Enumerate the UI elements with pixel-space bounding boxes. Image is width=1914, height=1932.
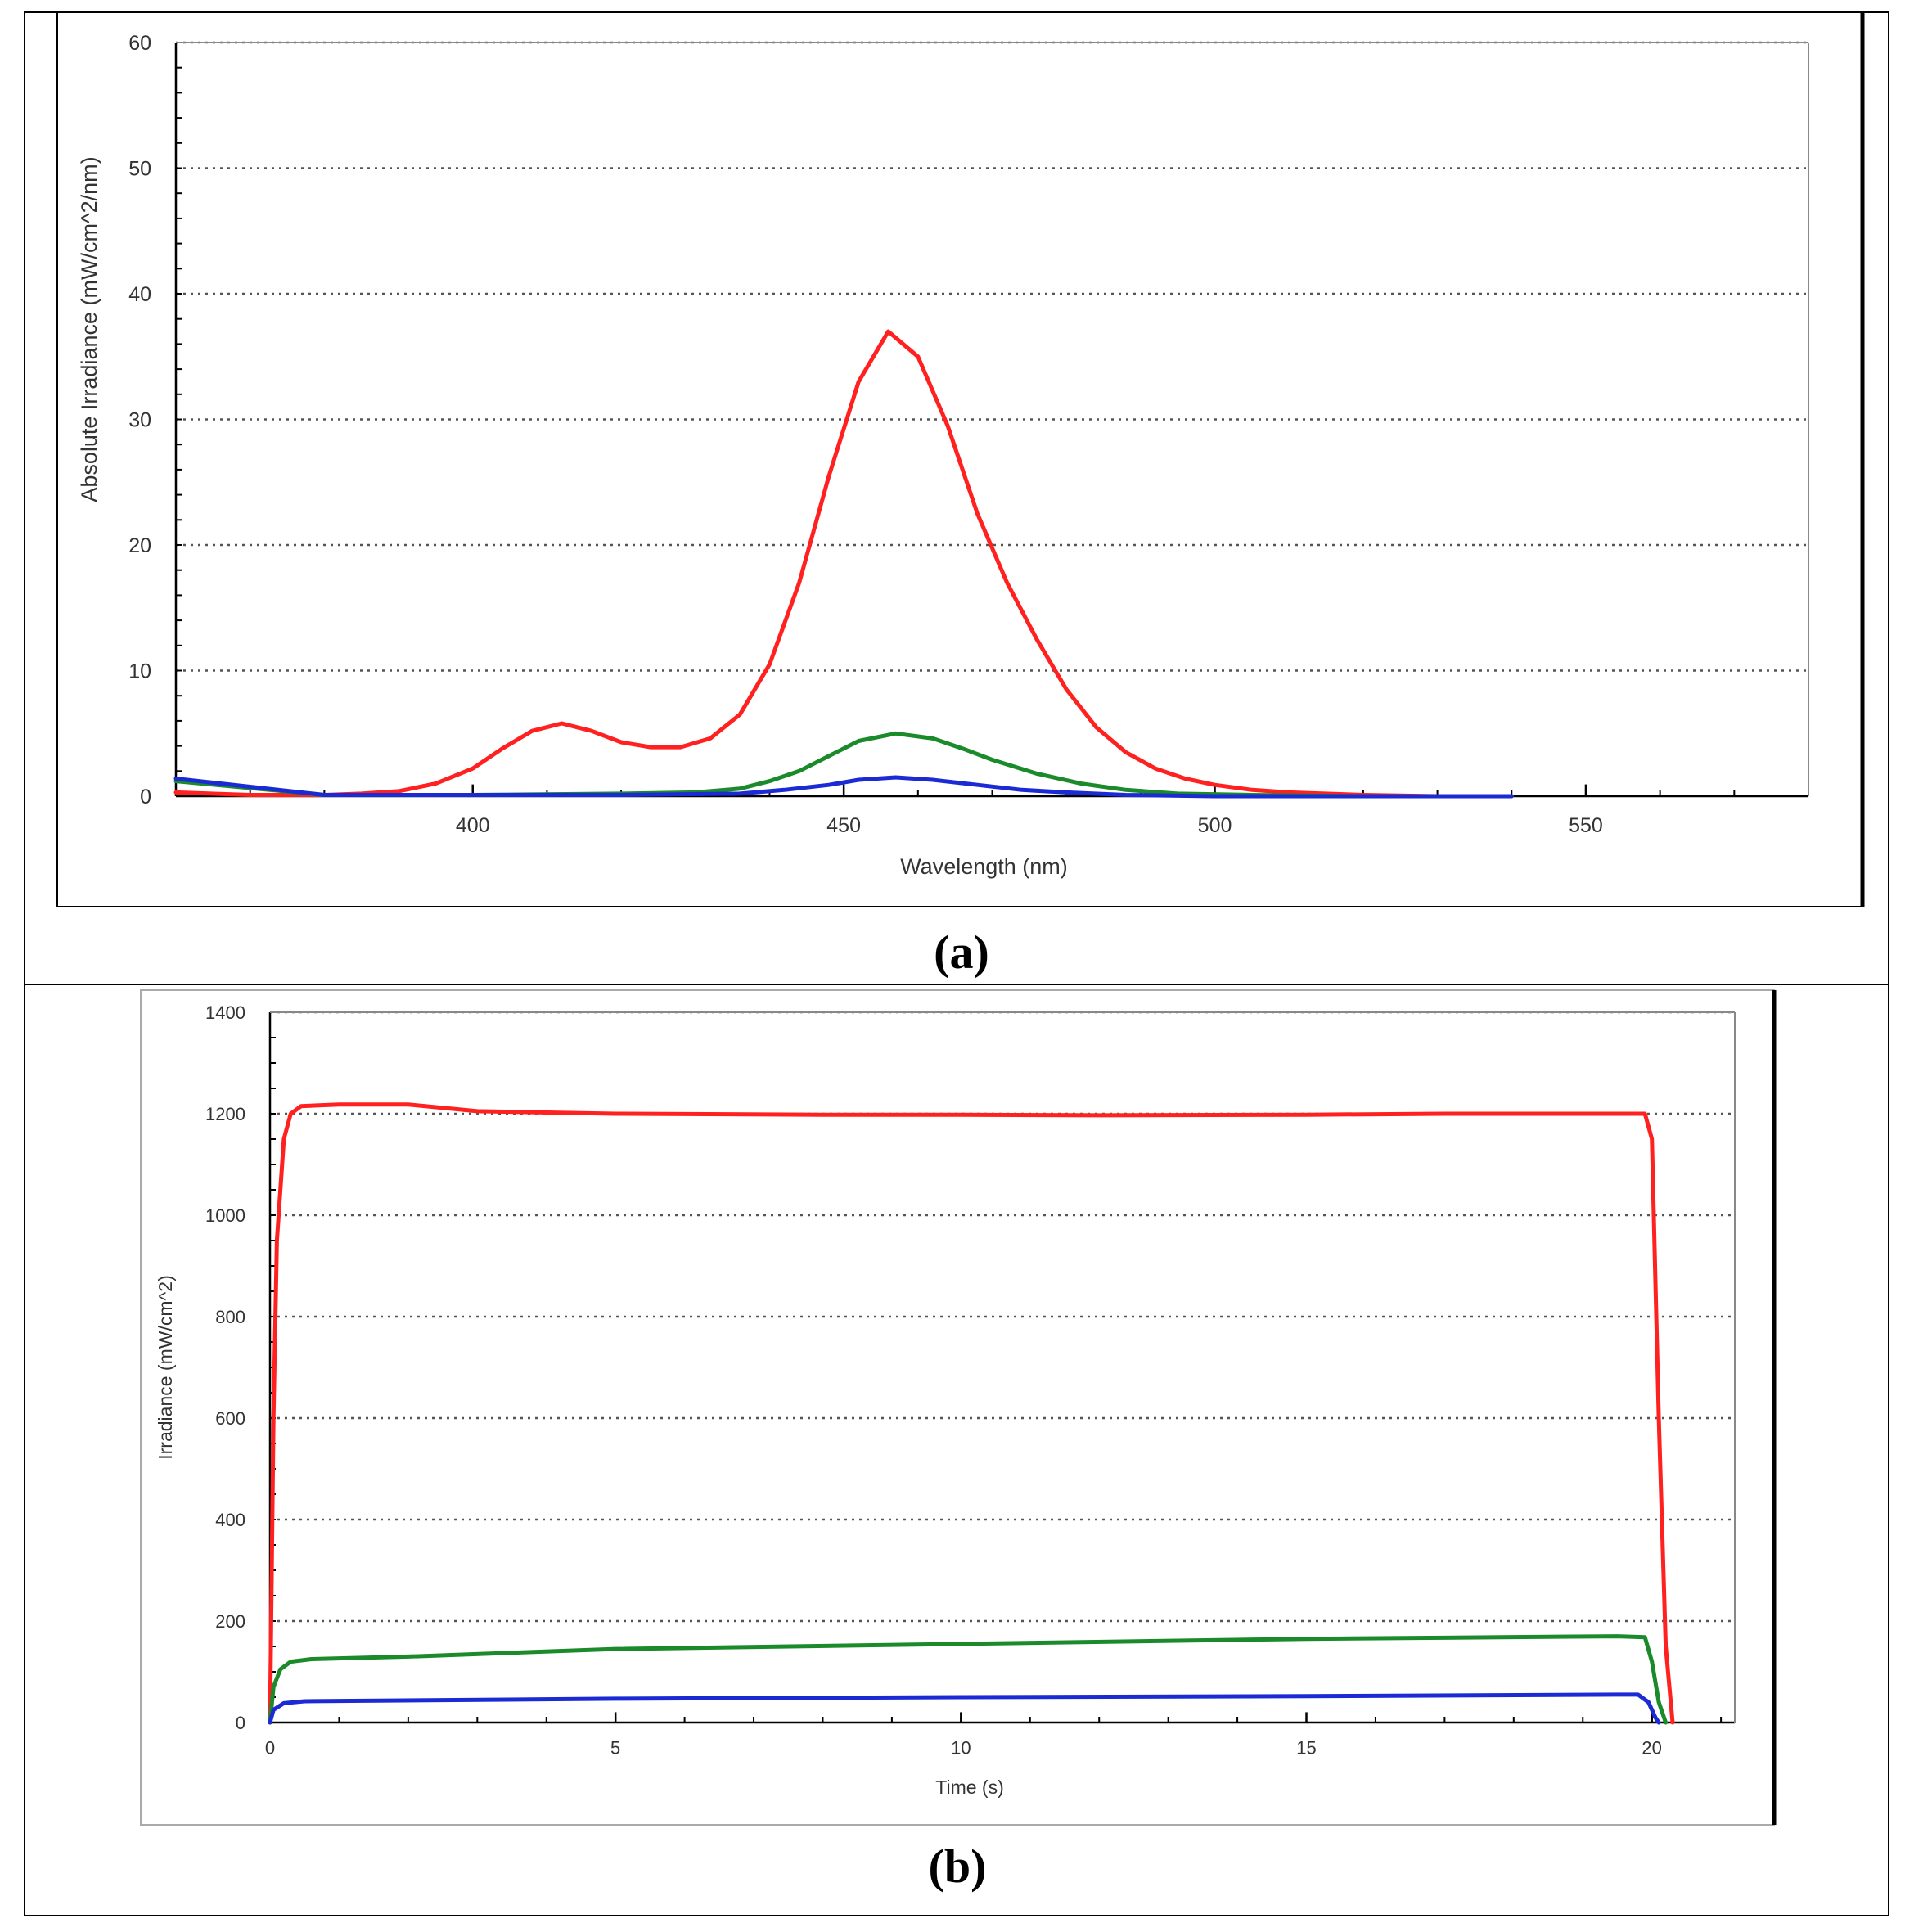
chart-a-y-tick-label: 20 (128, 534, 151, 557)
chart-b-y-tick-label: 600 (215, 1408, 245, 1429)
chart-b-x-tick-label: 10 (951, 1738, 971, 1759)
chart-b-y-tick-label: 800 (215, 1307, 245, 1327)
chart-b-x-tick-label: 20 (1642, 1738, 1661, 1759)
chart-a-y-tick-label: 60 (128, 32, 151, 55)
chart-b-y-tick-label: 1200 (205, 1104, 245, 1124)
chart-b-y-tick-label: 200 (215, 1611, 245, 1632)
chart-b-y-tick-label: 1000 (205, 1205, 245, 1226)
chart-b-y-axis-title: Irradiance (mW/cm^2) (155, 1275, 176, 1460)
chart-a-y-tick-label: 30 (128, 409, 151, 432)
chart-a-x-tick-label: 450 (826, 814, 861, 837)
panel-b-plot-frame (140, 989, 1775, 1826)
chart-b-x-axis-title: Time (s) (935, 1777, 1003, 1798)
panel-b-label: (b) (929, 1840, 987, 1893)
chart-a-y-tick-label: 0 (140, 786, 151, 808)
chart-a-x-tick-label: 500 (1198, 814, 1232, 837)
chart-b-y-tick-label: 1400 (205, 1002, 245, 1023)
chart-a: 0 10 20 30 40 50 60 400 450 500 550 Wavelength (nm)… (77, 32, 1809, 879)
chart-a-y-tick-label: 10 (128, 660, 151, 683)
chart-a-y-tick-label: 40 (128, 283, 151, 306)
chart-b-series-line (268, 1634, 1669, 1725)
chart-b-y-tick-label: 0 (236, 1713, 245, 1733)
chart-b: 0 200 400 600 800 1000 1200 1400 0 5 10 15 20 Time (s… (155, 1002, 1736, 1798)
chart-b-x-tick-label: 5 (610, 1738, 620, 1759)
chart-b-x-tick-label: 0 (265, 1738, 275, 1759)
chart-b-series-line (268, 1102, 1675, 1725)
chart-b-y-tick-label: 400 (215, 1510, 245, 1530)
chart-b-x-tick-label: 15 (1296, 1738, 1316, 1759)
chart-a-series-line (173, 775, 1514, 799)
chart-a-series-line (173, 329, 1514, 799)
panel-a-label: (a) (934, 925, 989, 979)
chart-a-x-tick-label: 550 (1569, 814, 1603, 837)
chart-a-x-axis-title: Wavelength (nm) (900, 854, 1068, 879)
chart-b-series-line (268, 1692, 1661, 1725)
chart-a-y-tick-label: 50 (128, 158, 151, 181)
chart-a-y-axis-title: Absolute Irradiance (mW/cm^2/nm) (77, 156, 101, 502)
chart-a-x-tick-label: 400 (456, 814, 490, 837)
